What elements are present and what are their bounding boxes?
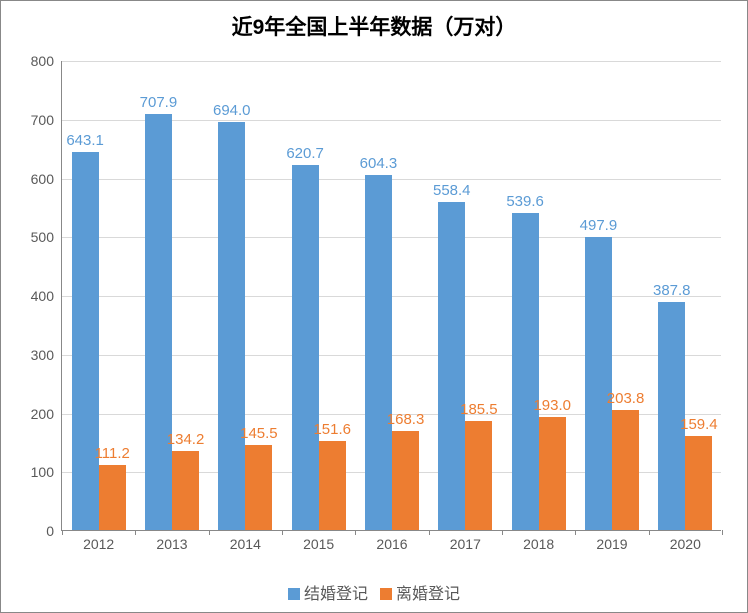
bar: 185.5	[465, 421, 492, 530]
bar: 193.0	[539, 417, 566, 530]
bar: 111.2	[99, 465, 126, 530]
bar-value-label: 643.1	[66, 132, 104, 152]
x-tick-mark	[722, 530, 723, 535]
bar: 134.2	[172, 451, 199, 530]
y-tick-label: 800	[31, 53, 62, 69]
x-band: 2019497.9203.8	[575, 61, 648, 530]
chart-container: 近9年全国上半年数据（万对） 0100200300400500600700800…	[0, 0, 748, 613]
legend-label: 离婚登记	[396, 586, 460, 603]
y-tick-label: 600	[31, 171, 62, 187]
bar: 151.6	[319, 441, 346, 530]
y-tick-label: 300	[31, 347, 62, 363]
x-tick-label: 2015	[282, 530, 355, 552]
bar: 497.9	[585, 237, 612, 530]
x-tick-label: 2020	[649, 530, 722, 552]
x-tick-label: 2019	[575, 530, 648, 552]
x-tick-label: 2016	[355, 530, 428, 552]
x-band: 2016604.3168.3	[355, 61, 428, 530]
bar-value-label: 387.8	[653, 282, 691, 302]
bar: 539.6	[512, 213, 539, 530]
x-band: 2014694.0145.5	[209, 61, 282, 530]
x-band: 2018539.6193.0	[502, 61, 575, 530]
bar: 643.1	[72, 152, 99, 530]
bar-value-label: 497.9	[580, 217, 618, 237]
bar: 558.4	[438, 202, 465, 530]
bar: 620.7	[292, 165, 319, 530]
bar-value-label: 604.3	[360, 155, 398, 175]
bar-value-label: 620.7	[286, 145, 324, 165]
x-band: 2020387.8159.4	[649, 61, 722, 530]
bar-value-label: 168.3	[387, 411, 425, 431]
bar: 159.4	[685, 436, 712, 530]
bar-value-label: 185.5	[460, 401, 498, 421]
x-tick-label: 2014	[209, 530, 282, 552]
legend-swatch	[288, 588, 300, 600]
y-tick-label: 500	[31, 229, 62, 245]
bar-value-label: 151.6	[313, 421, 351, 441]
y-tick-label: 100	[31, 464, 62, 480]
legend-item: 离婚登记	[380, 580, 460, 604]
bar-value-label: 539.6	[506, 193, 544, 213]
x-tick-label: 2013	[135, 530, 208, 552]
legend-swatch	[380, 588, 392, 600]
bar: 168.3	[392, 431, 419, 530]
bar-value-label: 111.2	[95, 445, 130, 465]
legend-label: 结婚登记	[304, 586, 368, 603]
bar: 145.5	[245, 445, 272, 530]
x-tick-label: 2012	[62, 530, 135, 552]
bar-value-label: 558.4	[433, 182, 471, 202]
bar-value-label: 134.2	[167, 431, 205, 451]
y-tick-label: 0	[46, 523, 62, 539]
bar-value-label: 193.0	[533, 397, 571, 417]
chart-title: 近9年全国上半年数据（万对）	[1, 1, 747, 41]
plot-area: 01002003004005006007008002012643.1111.22…	[61, 61, 721, 531]
x-band: 2017558.4185.5	[429, 61, 502, 530]
legend: 结婚登记 离婚登记	[1, 580, 747, 604]
bar-value-label: 203.8	[607, 390, 645, 410]
y-tick-label: 200	[31, 406, 62, 422]
bar-value-label: 145.5	[240, 425, 278, 445]
x-tick-label: 2018	[502, 530, 575, 552]
x-band: 2012643.1111.2	[62, 61, 135, 530]
bar: 203.8	[612, 410, 639, 530]
bar: 604.3	[365, 175, 392, 530]
x-band: 2013707.9134.2	[135, 61, 208, 530]
x-band: 2015620.7151.6	[282, 61, 355, 530]
bar-value-label: 694.0	[213, 102, 251, 122]
x-tick-label: 2017	[429, 530, 502, 552]
y-tick-label: 400	[31, 288, 62, 304]
bar-value-label: 159.4	[680, 416, 718, 436]
bar: 694.0	[218, 122, 245, 530]
bar-value-label: 707.9	[140, 94, 178, 114]
legend-item: 结婚登记	[288, 580, 368, 604]
bar: 707.9	[145, 114, 172, 530]
y-tick-label: 700	[31, 112, 62, 128]
